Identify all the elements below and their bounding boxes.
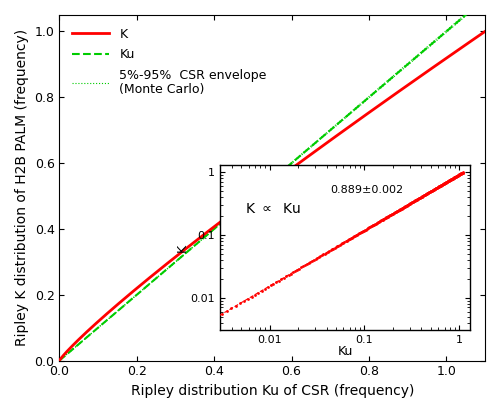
- X-axis label: Ripley distribution Ku of CSR (frequency): Ripley distribution Ku of CSR (frequency…: [130, 384, 414, 398]
- Text: K $\propto$  Ku: K $\propto$ Ku: [245, 202, 301, 216]
- Y-axis label: K: K: [176, 244, 189, 252]
- Y-axis label: Ripley K distribution of H2B PALM (frequency): Ripley K distribution of H2B PALM (frequ…: [15, 29, 29, 347]
- Text: 0.889±0.002: 0.889±0.002: [330, 185, 403, 195]
- X-axis label: Ku: Ku: [338, 345, 352, 358]
- Legend: K, Ku, 5%-95%  CSR envelope
(Monte Carlo): K, Ku, 5%-95% CSR envelope (Monte Carlo): [66, 21, 273, 103]
